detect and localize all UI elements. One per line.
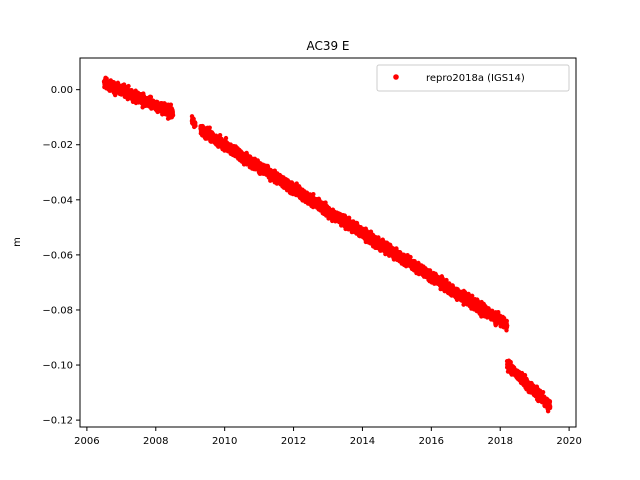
x-tick-label: 2016 — [419, 436, 444, 447]
data-point — [540, 389, 546, 395]
data-point — [193, 123, 198, 129]
x-tick-label: 2014 — [350, 436, 375, 447]
data-point — [547, 404, 553, 409]
y-tick-label: −0.10 — [42, 361, 73, 372]
data-point — [170, 112, 176, 118]
y-tick-label: −0.06 — [42, 250, 73, 261]
legend-marker — [393, 74, 399, 80]
legend-label: repro2018a (IGS14) — [426, 73, 525, 84]
y-tick-label: −0.04 — [42, 195, 73, 206]
data-point — [408, 254, 413, 260]
x-tick-label: 2008 — [143, 436, 168, 447]
y-tick-label: −0.12 — [42, 416, 73, 427]
data-point — [112, 92, 118, 98]
chart-title: AC39 E — [306, 39, 349, 53]
data-point — [223, 135, 229, 141]
data-point — [126, 83, 131, 89]
y-tick-label: −0.02 — [42, 140, 73, 151]
x-tick-label: 2018 — [487, 436, 512, 447]
data-point — [168, 102, 174, 107]
x-tick-label: 2006 — [74, 436, 99, 447]
data-point — [148, 94, 154, 100]
x-tick-label: 2010 — [212, 436, 237, 447]
data-point — [217, 132, 223, 138]
data-point — [547, 399, 553, 404]
y-axis-label: m — [12, 237, 23, 247]
legend: repro2018a (IGS14) — [376, 64, 570, 92]
data-point — [504, 323, 510, 328]
data-point — [207, 125, 212, 130]
data-point — [504, 318, 509, 324]
x-tick-label: 2012 — [281, 436, 306, 447]
data-point — [311, 192, 316, 197]
y-tick-label: −0.08 — [42, 305, 73, 316]
data-points — [101, 75, 553, 414]
y-tick-label: 0.00 — [51, 85, 73, 96]
x-tick-label: 2020 — [556, 436, 581, 447]
